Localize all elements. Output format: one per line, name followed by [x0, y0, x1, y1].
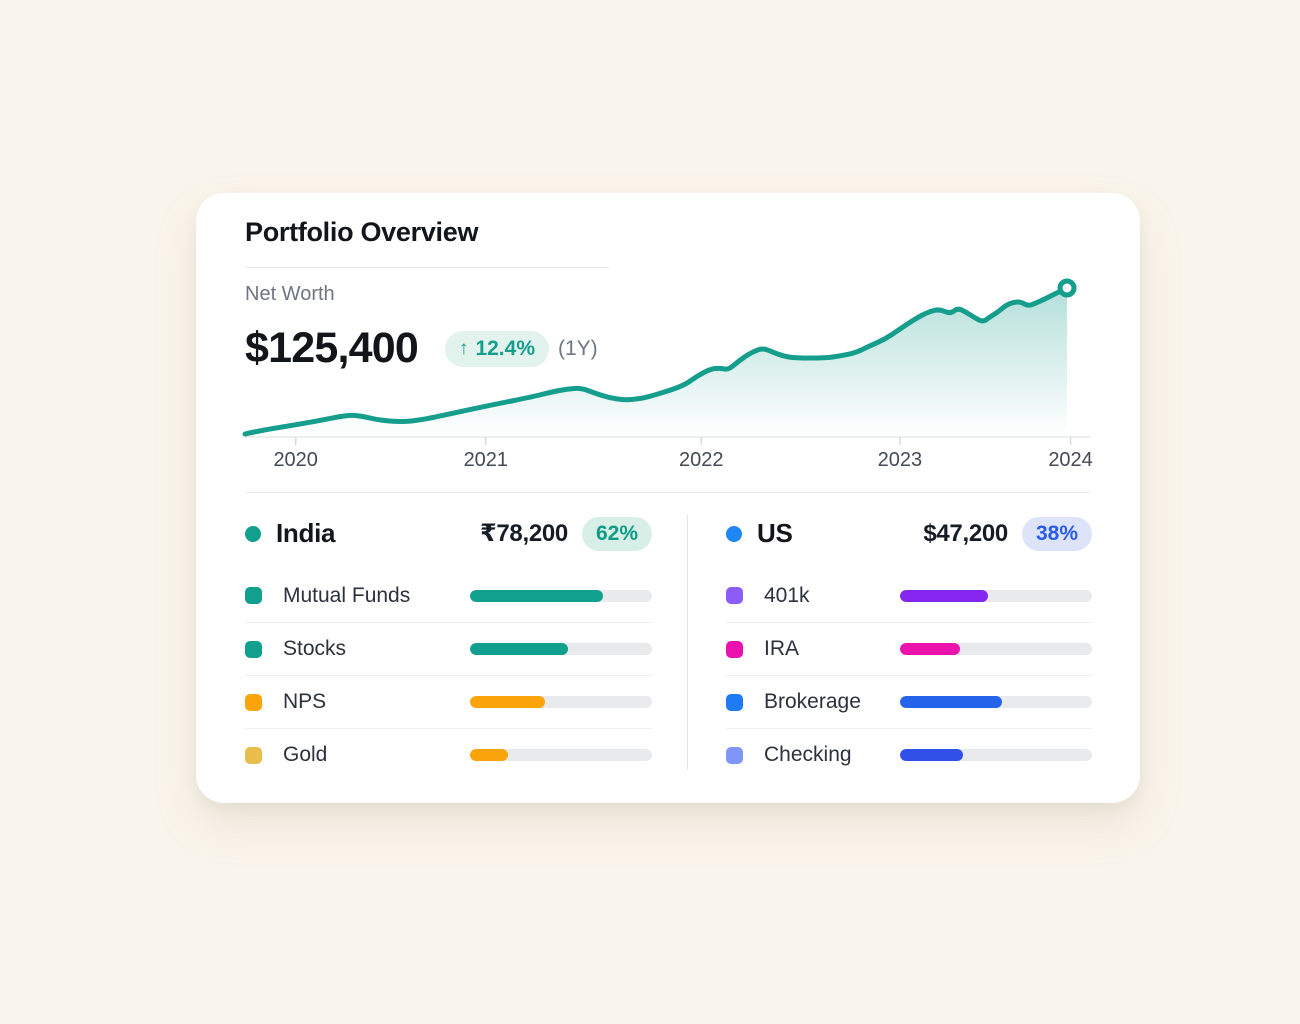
checking-swatch-icon — [726, 746, 743, 764]
row-label: IRA — [764, 637, 800, 660]
india-name: India — [276, 518, 336, 548]
india-header: India ₹78,200 62% — [245, 492, 652, 552]
x-tick-2021: 2021 — [463, 449, 509, 471]
row-label: 401k — [764, 583, 810, 607]
x-tick-2024: 2024 — [1048, 449, 1093, 471]
list-item-brokerage[interactable]: Brokerage — [726, 675, 1092, 728]
progress-bar-fill — [900, 643, 960, 655]
progress-bar-fill — [900, 749, 964, 761]
change-period: (1Y) — [558, 336, 598, 360]
progress-bar — [470, 696, 652, 708]
x-tick-2022: 2022 — [679, 449, 724, 471]
brokerage-swatch-icon — [726, 693, 743, 711]
list-item-ira[interactable]: IRA — [726, 622, 1092, 675]
allocation-column-india: India ₹78,200 62% Mutual Funds Stocks NP… — [245, 492, 652, 781]
progress-bar — [900, 643, 1092, 655]
row-label: Mutual Funds — [283, 583, 411, 607]
progress-bar-fill — [470, 696, 545, 708]
share-badge: 62% — [581, 516, 652, 551]
row-label: Gold — [283, 743, 328, 766]
row-label: NPS — [283, 690, 327, 713]
x-axis-ticks — [294, 437, 1072, 445]
us-header: US $47,200 38% — [726, 492, 1092, 552]
ira-swatch-icon — [726, 640, 743, 658]
net-worth-chart[interactable] — [196, 193, 1140, 473]
us-amount: $47,200 — [923, 519, 1008, 547]
progress-bar-fill — [470, 643, 569, 655]
us-rows: 401k IRA Brokerage Checking — [726, 569, 1092, 781]
portfolio-card: Portfolio Overview Net Worth $125,400 ↑ … — [196, 193, 1140, 803]
progress-bar-fill — [470, 749, 509, 761]
arrow-up-icon: ↑ — [458, 337, 469, 359]
progress-bar-fill — [900, 589, 989, 602]
us-name: US — [757, 518, 793, 548]
progress-bar — [470, 589, 652, 602]
net-worth-value: $125,400 — [245, 324, 419, 372]
allocation-column-us: US $47,200 38% 401k IRA Brokerage — [726, 492, 1092, 781]
progress-bar — [470, 749, 652, 761]
section-divider — [245, 492, 1090, 493]
list-item-gold[interactable]: Gold — [245, 728, 652, 781]
progress-bar — [900, 696, 1092, 708]
list-item-mutual-funds[interactable]: Mutual Funds — [245, 569, 652, 622]
nps-swatch-icon — [245, 693, 262, 711]
list-item-401k[interactable]: 401k — [726, 569, 1092, 622]
stocks-swatch-icon — [245, 640, 262, 658]
list-item-nps[interactable]: NPS — [245, 675, 652, 728]
page-title: Portfolio Overview — [245, 217, 479, 247]
chart-end-marker-icon — [1057, 278, 1077, 298]
net-worth-row: $125,400 ↑ 12.4% (1Y) — [245, 327, 598, 370]
row-label: Stocks — [283, 637, 347, 660]
chart-area-fill — [245, 288, 1067, 437]
progress-bar-fill — [470, 589, 603, 602]
change-value: 12.4% — [475, 336, 535, 360]
row-label: Checking — [764, 743, 852, 766]
mutual-funds-swatch-icon — [245, 587, 262, 604]
progress-bar — [470, 643, 652, 655]
column-divider — [687, 515, 688, 770]
us-dot-icon — [726, 525, 742, 542]
net-worth-label: Net Worth — [245, 283, 335, 305]
progress-bar — [900, 749, 1092, 761]
india-amount: ₹78,200 — [479, 520, 568, 547]
india-rows: Mutual Funds Stocks NPS Gold — [245, 569, 652, 781]
gold-swatch-icon — [245, 746, 262, 764]
list-item-stocks[interactable]: Stocks — [245, 622, 652, 675]
progress-bar — [900, 589, 1092, 602]
progress-bar-fill — [900, 696, 1002, 708]
x-tick-2020: 2020 — [273, 449, 318, 471]
india-dot-icon — [245, 525, 261, 542]
change-badge: ↑ 12.4% — [444, 330, 549, 367]
x-tick-2023: 2023 — [877, 449, 923, 471]
row-label: Brokerage — [764, 690, 861, 713]
share-badge: 38% — [1021, 516, 1092, 551]
401k-swatch-icon — [726, 587, 743, 604]
list-item-checking[interactable]: Checking — [726, 728, 1092, 781]
chart-line — [242, 285, 1070, 437]
title-divider — [245, 267, 609, 268]
